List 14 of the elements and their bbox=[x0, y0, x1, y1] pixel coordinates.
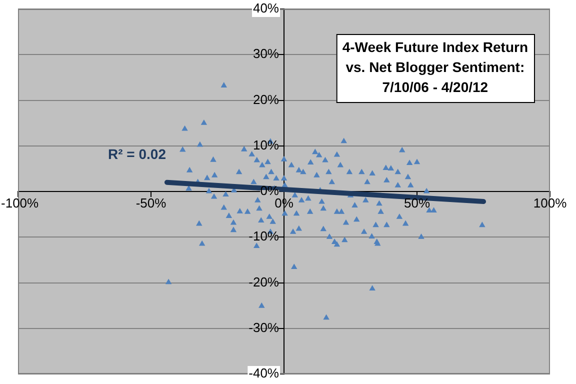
x-tick-label: 100% bbox=[533, 196, 568, 211]
x-tick-label: -50% bbox=[136, 196, 167, 211]
x-tick-label: -100% bbox=[1, 196, 40, 211]
x-tick-label: 50% bbox=[404, 196, 430, 211]
y-tick-label: 20% bbox=[252, 92, 280, 107]
y-tick-label: -40% bbox=[248, 366, 280, 381]
y-tick-label: 10% bbox=[252, 137, 280, 152]
y-tick-label: 30% bbox=[252, 46, 280, 62]
y-tick-label: -20% bbox=[248, 274, 280, 290]
text: 4-Week Future Index Return vs. Net Blogger Sentiment: 7/10/06 - 4/20/12 bbox=[342, 38, 528, 95]
y-tick-label: 40% bbox=[252, 0, 280, 16]
annotation: R² = 0.02 bbox=[108, 146, 166, 162]
y-tick-label: -30% bbox=[248, 320, 280, 335]
y-tick-label: -10% bbox=[248, 228, 280, 244]
